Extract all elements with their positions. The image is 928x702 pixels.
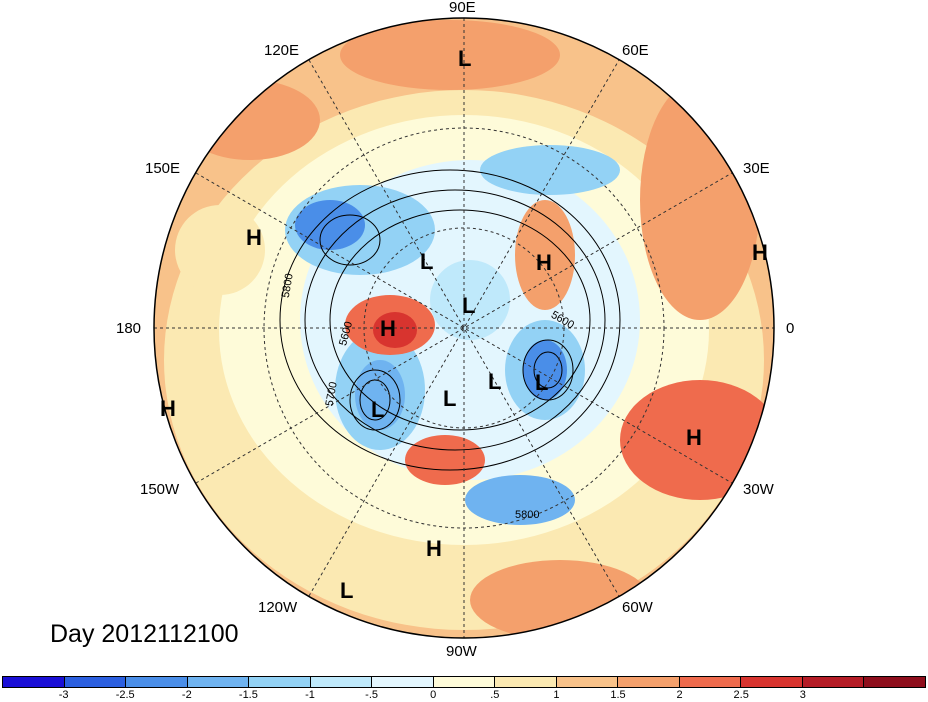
- pressure-center-low: L: [340, 578, 354, 603]
- anomaly-field: 5800 5600 5700 5800 5600: [154, 18, 774, 638]
- pressure-center-low: L: [420, 249, 434, 274]
- colorbar-tick-label: 2.5: [733, 689, 749, 701]
- lon-label-30e: 30E: [743, 160, 770, 177]
- colorbar-segment: [802, 677, 865, 687]
- pressure-center-low: L: [488, 369, 502, 394]
- lon-label-120w: 120W: [258, 599, 298, 616]
- lon-label-0: 0: [786, 320, 795, 337]
- colorbar-segment: [556, 677, 619, 687]
- lon-label-90w: 90W: [446, 643, 477, 660]
- colorbar-segment: [310, 677, 373, 687]
- lon-label-150w: 150W: [140, 481, 180, 498]
- colorbar-segment: [3, 677, 65, 687]
- colorbar-segment: [249, 677, 311, 687]
- lon-label-60e: 60E: [622, 42, 649, 59]
- colorbar-tick-label: -.5: [365, 689, 379, 701]
- pressure-center-high: H: [246, 225, 262, 250]
- pressure-center-high: H: [426, 536, 442, 561]
- pressure-center-low: L: [462, 293, 476, 318]
- colorbar-segment: [64, 677, 127, 687]
- map-boundary: [153, 17, 775, 639]
- pressure-center-low: L: [535, 370, 549, 395]
- colorbar-segment: [679, 677, 742, 687]
- colorbar-tick-label: 3: [799, 689, 806, 701]
- pressure-center-high: H: [160, 396, 176, 421]
- pressure-center-high: H: [752, 240, 768, 265]
- colorbar-segment: [126, 677, 188, 687]
- colorbar: [2, 676, 926, 688]
- colorbar-segment: [864, 677, 925, 687]
- colorbar-tick-label: -2.5: [115, 689, 135, 701]
- colorbar-segment: [741, 677, 803, 687]
- colorbar-tick-label: -1: [305, 689, 315, 701]
- colorbar-tick-label: -2: [181, 689, 192, 701]
- day-label: Day 2012112100: [50, 620, 239, 648]
- colorbar-tick-label: -1.5: [238, 689, 258, 701]
- pressure-center-high: H: [686, 425, 702, 450]
- colorbar-tick-label: .5: [490, 689, 500, 701]
- pressure-center-low: L: [371, 397, 385, 422]
- colorbar-segment: [433, 677, 496, 687]
- lon-label-120e: 120E: [264, 42, 300, 59]
- colorbar-tick-label: 1.5: [610, 689, 626, 701]
- pressure-center-high: H: [536, 250, 552, 275]
- contour-label: 5800: [280, 273, 296, 299]
- lon-label-90e: 90E: [449, 0, 476, 16]
- colorbar-segment: [372, 677, 434, 687]
- pressure-center-low: L: [443, 386, 457, 411]
- pressure-center-low: L: [458, 46, 472, 71]
- colorbar-tick-label: -3: [58, 689, 69, 701]
- lon-label-60w: 60W: [622, 599, 653, 616]
- lon-label-150e: 150E: [145, 160, 181, 177]
- lon-label-180: 180: [116, 320, 142, 337]
- colorbar-tick-label: 0: [430, 689, 437, 701]
- colorbar-segment: [618, 677, 680, 687]
- lon-label-30w: 30W: [743, 481, 774, 498]
- colorbar-segment: [187, 677, 250, 687]
- contour-label: 5800: [515, 509, 539, 521]
- contour-label: 5700: [324, 381, 340, 407]
- pressure-center-high: H: [380, 316, 396, 341]
- colorbar-tick-label: 1: [553, 689, 560, 701]
- colorbar-segment: [495, 677, 557, 687]
- colorbar-tick-label: 2: [676, 689, 683, 701]
